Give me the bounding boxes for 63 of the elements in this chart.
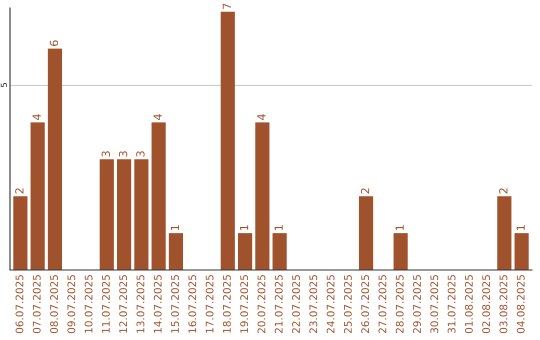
data-label: 2 — [499, 188, 508, 194]
data-label: 1 — [516, 225, 525, 230]
data-label: 2 — [360, 188, 370, 194]
x-tick-label: 06.07.2025 — [16, 275, 24, 334]
x-tick-label: 08.07.2025 — [50, 275, 58, 334]
bar — [168, 233, 184, 270]
x-tick-label: 02.08.2025 — [482, 275, 490, 334]
x-tick-label: 17.07.2025 — [206, 275, 214, 333]
x-tick-label: 07.07.2025 — [32, 275, 41, 334]
bar — [134, 159, 148, 270]
x-tick-label: 25.07.2025 — [344, 275, 352, 334]
bar — [100, 159, 114, 270]
x-tick-label: 21.07.2025 — [274, 275, 283, 334]
x-tick-label: 16.07.2025 — [188, 275, 196, 333]
bar — [358, 196, 374, 270]
x-tick-label: 03.08.2025 — [499, 275, 508, 334]
x-tick-label: 19.07.2025 — [240, 275, 248, 333]
data-label: 4 — [257, 114, 266, 120]
bar — [272, 233, 287, 270]
x-tick-label: 04.08.2025 — [516, 275, 525, 334]
x-tick-label: 18.07.2025 — [222, 275, 231, 333]
bar — [394, 233, 408, 270]
x-tick-label: 24.07.2025 — [326, 275, 335, 334]
x-tick-label: 31.07.2025 — [448, 275, 456, 334]
data-label: 1 — [396, 225, 404, 230]
data-label: 3 — [118, 151, 128, 157]
x-tick-label: 20.07.2025 — [258, 275, 266, 334]
x-tick-label: 26.07.2025 — [361, 275, 370, 334]
x-tick-label: 11.07.2025 — [102, 275, 110, 333]
y-tick-label: 5 — [0, 83, 7, 87]
x-tick-label: 29.07.2025 — [413, 275, 421, 334]
data-label: 7 — [222, 4, 231, 9]
x-tick-label: 22.07.2025 — [292, 275, 300, 334]
bar — [238, 233, 252, 270]
bar — [152, 122, 166, 270]
bar — [116, 159, 132, 270]
x-tick-label: 30.07.2025 — [430, 275, 438, 334]
x-tick-label: 01.08.2025 — [464, 275, 473, 334]
data-label: 6 — [50, 40, 58, 46]
bar — [48, 48, 62, 270]
x-tick-label: 14.07.2025 — [154, 275, 162, 333]
bar — [220, 12, 235, 270]
data-label: 1 — [170, 225, 179, 230]
data-label: 4 — [154, 114, 162, 120]
x-tick-label: 28.07.2025 — [396, 275, 404, 334]
data-label: 2 — [15, 188, 24, 194]
x-tick-label: 13.07.2025 — [136, 275, 144, 333]
data-label: 3 — [102, 151, 110, 157]
x-tick-label: 09.07.2025 — [67, 275, 76, 334]
data-label: 4 — [32, 114, 41, 120]
x-tick-label: 27.07.2025 — [378, 275, 386, 334]
bar — [514, 233, 529, 270]
data-label: 1 — [274, 225, 283, 230]
x-tick-label: 23.07.2025 — [309, 275, 318, 334]
data-label: 3 — [136, 151, 145, 157]
x-tick-label: 10.07.2025 — [84, 275, 93, 333]
x-tick-label: 12.07.2025 — [119, 275, 128, 333]
bar — [30, 122, 45, 270]
bar — [255, 122, 270, 270]
bar — [497, 196, 512, 270]
data-label: 1 — [240, 225, 248, 230]
x-tick-label: 15.07.2025 — [171, 275, 179, 333]
bar — [13, 196, 28, 270]
